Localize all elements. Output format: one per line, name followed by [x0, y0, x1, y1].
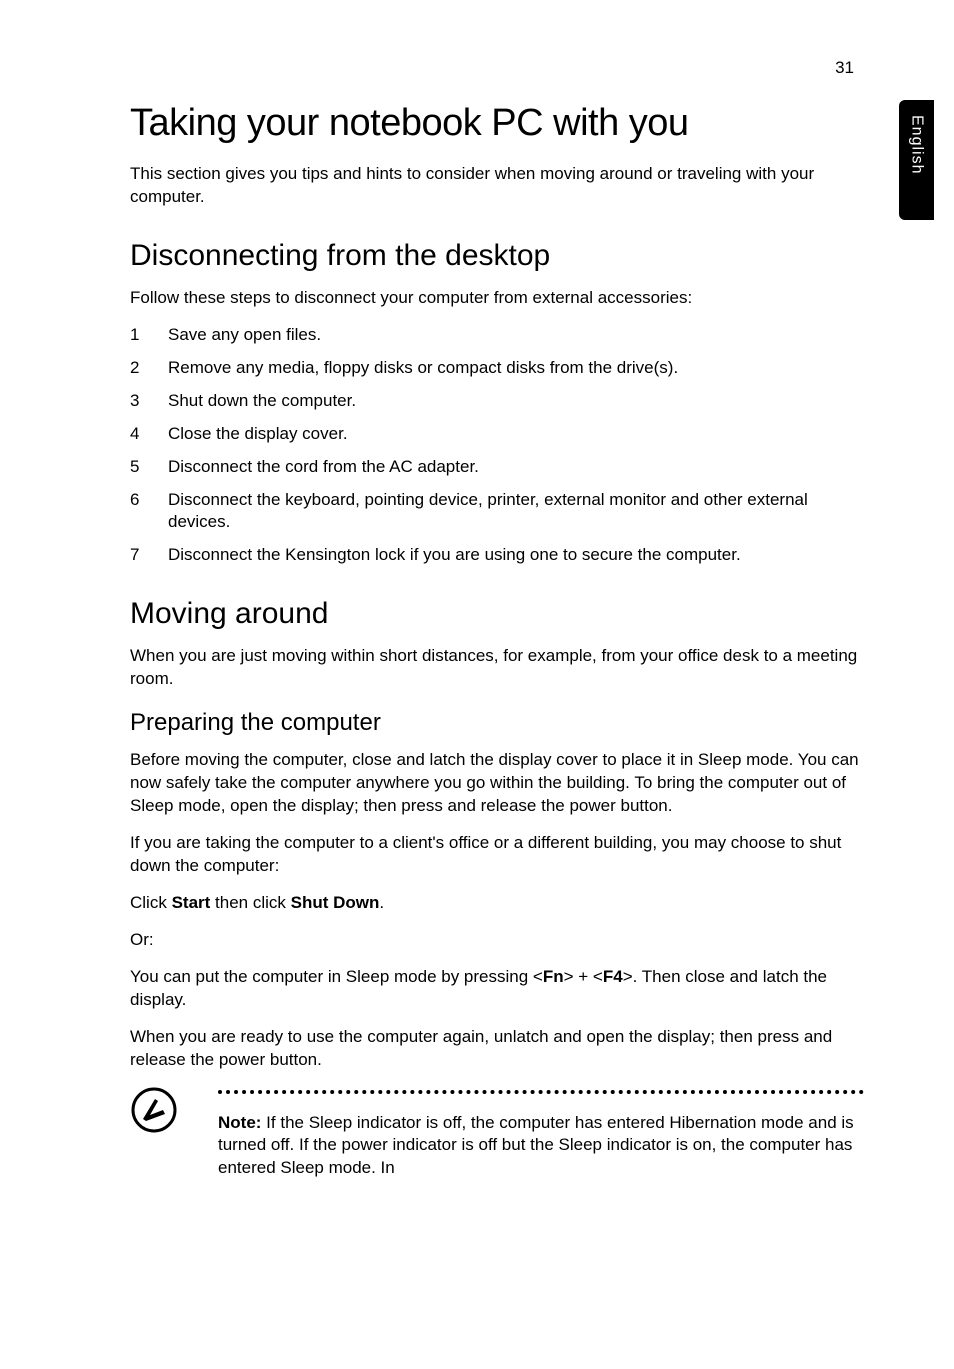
p5-bold-fn: Fn — [543, 967, 564, 986]
section1-lead: Follow these steps to disconnect your co… — [130, 287, 864, 310]
list-item: 2Remove any media, floppy disks or compa… — [130, 357, 864, 380]
language-tab-label: English — [908, 115, 926, 174]
dotted-divider — [218, 1086, 864, 1098]
list-item: 4Close the display cover. — [130, 423, 864, 446]
p3-bold-start: Start — [172, 893, 211, 912]
note-icon — [130, 1086, 178, 1134]
preparing-p1: Before moving the computer, close and la… — [130, 749, 864, 818]
p5-pre: You can put the computer in Sleep mode b… — [130, 967, 543, 986]
p5-bold-f4: F4 — [603, 967, 623, 986]
p3-pre: Click — [130, 893, 172, 912]
list-item: 3Shut down the computer. — [130, 390, 864, 413]
intro-paragraph: This section gives you tips and hints to… — [130, 163, 864, 209]
step-text: Disconnect the cord from the AC adapter. — [168, 456, 479, 479]
note-text: Note: If the Sleep indicator is off, the… — [218, 1112, 864, 1181]
list-item: 1Save any open files. — [130, 324, 864, 347]
step-text: Remove any media, floppy disks or compac… — [168, 357, 678, 380]
page-number: 31 — [835, 58, 854, 78]
step-number: 5 — [130, 456, 168, 479]
note-content: Note: If the Sleep indicator is off, the… — [218, 1086, 864, 1195]
p5-mid: > + < — [564, 967, 603, 986]
step-number: 4 — [130, 423, 168, 446]
step-number: 2 — [130, 357, 168, 380]
step-number: 3 — [130, 390, 168, 413]
preparing-p2: If you are taking the computer to a clie… — [130, 832, 864, 878]
preparing-p5: You can put the computer in Sleep mode b… — [130, 966, 864, 1012]
p3-post: . — [379, 893, 384, 912]
page-content: Taking your notebook PC with you This se… — [0, 0, 954, 1234]
step-text: Close the display cover. — [168, 423, 348, 446]
note-block: Note: If the Sleep indicator is off, the… — [130, 1086, 864, 1195]
step-text: Disconnect the keyboard, pointing device… — [168, 489, 864, 535]
list-item: 5Disconnect the cord from the AC adapter… — [130, 456, 864, 479]
preparing-p4: Or: — [130, 929, 864, 952]
step-text: Disconnect the Kensington lock if you ar… — [168, 544, 741, 567]
list-item: 6Disconnect the keyboard, pointing devic… — [130, 489, 864, 535]
step-number: 6 — [130, 489, 168, 535]
page-title: Taking your notebook PC with you — [130, 102, 864, 145]
subsection-heading-preparing: Preparing the computer — [130, 709, 864, 737]
section-heading-moving: Moving around — [130, 597, 864, 631]
disconnect-steps-list: 1Save any open files. 2Remove any media,… — [130, 324, 864, 568]
step-number: 1 — [130, 324, 168, 347]
preparing-p6: When you are ready to use the computer a… — [130, 1026, 864, 1072]
language-tab: English — [899, 100, 934, 220]
section-heading-disconnecting: Disconnecting from the desktop — [130, 239, 864, 273]
step-text: Shut down the computer. — [168, 390, 356, 413]
note-label: Note: — [218, 1113, 261, 1132]
p3-mid: then click — [210, 893, 290, 912]
p3-bold-shutdown: Shut Down — [291, 893, 380, 912]
step-text: Save any open files. — [168, 324, 321, 347]
section2-lead: When you are just moving within short di… — [130, 645, 864, 691]
preparing-p3: Click Start then click Shut Down. — [130, 892, 864, 915]
note-body: If the Sleep indicator is off, the compu… — [218, 1113, 854, 1178]
list-item: 7Disconnect the Kensington lock if you a… — [130, 544, 864, 567]
step-number: 7 — [130, 544, 168, 567]
